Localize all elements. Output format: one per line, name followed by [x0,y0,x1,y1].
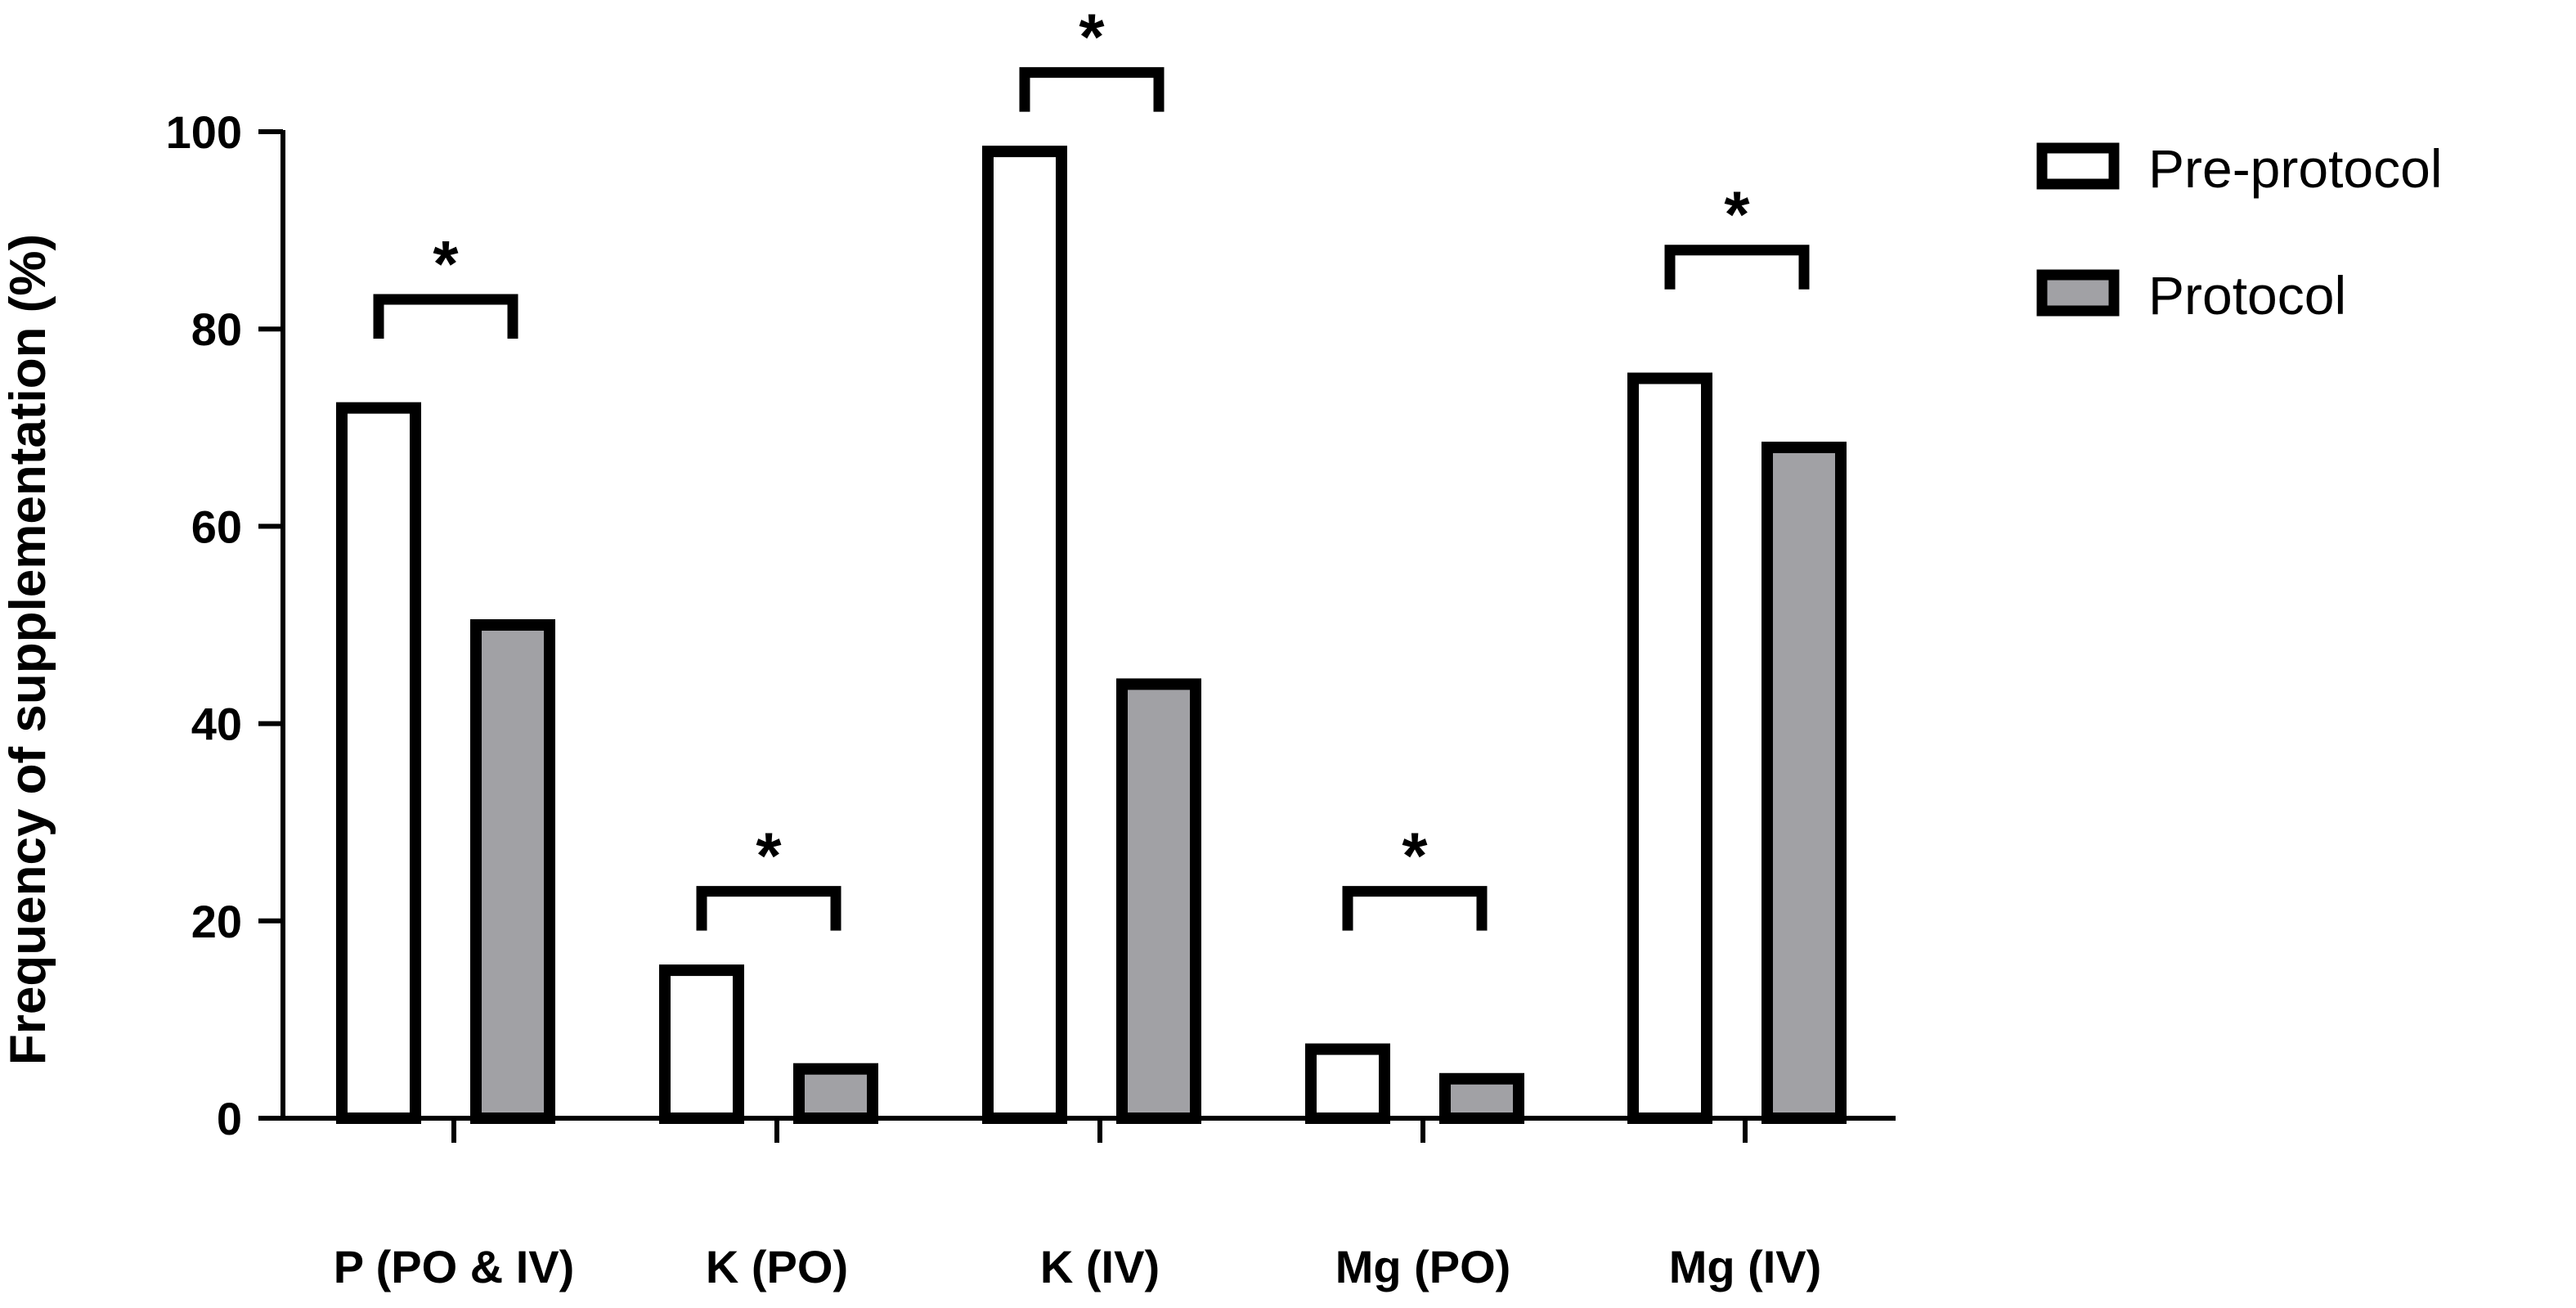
y-tick-label: 80 [191,303,242,355]
x-tick-label: Mg (PO) [1335,1241,1511,1292]
bar-protocol [793,1063,878,1124]
bar-protocol [1116,678,1201,1124]
x-tick-label: K (IV) [1040,1241,1160,1292]
legend-label-protocol: Protocol [2148,265,2346,326]
significance-bracket [1019,67,1165,112]
significance-bracket [696,886,841,931]
legend-swatch-protocol [2036,269,2120,317]
axis-labels: 0 20 40 60 80 100 P (PO & IV) K (PO) K (IV) Mg (P… [0,106,1821,1292]
significance-star: * [1724,178,1750,251]
significance-bracket [1342,886,1488,931]
bars [336,146,1847,1125]
bar-pre-protocol [1627,372,1712,1124]
legend: Pre-protocol Protocol [2036,138,2443,326]
significance-brackets: * * * * * [373,1,1810,931]
x-tick-label: Mg (IV) [1669,1241,1822,1292]
y-tick-label: 100 [166,106,242,158]
significance-star: * [1402,820,1428,892]
bar-pre-protocol [1305,1043,1390,1124]
legend-swatch-pre-protocol [2036,142,2120,190]
y-axis-title: Frequency of supplementation (%) [0,234,56,1065]
significance-star: * [756,820,782,892]
y-tick-label: 0 [217,1093,242,1144]
x-tick-label: K (PO) [706,1241,848,1292]
significance-bracket [1664,245,1810,290]
y-tick-label: 40 [191,699,242,750]
legend-label-pre-protocol: Pre-protocol [2148,138,2443,199]
y-tick-label: 60 [191,501,242,552]
significance-bracket [373,294,518,339]
significance-star: * [433,227,459,300]
bar-pre-protocol [659,964,744,1124]
bar-pre-protocol [982,146,1067,1124]
bar-protocol [1439,1072,1524,1125]
significance-star: * [1079,1,1105,74]
bar-pre-protocol [336,402,421,1124]
bar-protocol [1761,441,1847,1124]
x-tick-label: P (PO & IV) [334,1241,575,1292]
bar-protocol [470,619,555,1124]
y-tick-label: 20 [191,896,242,947]
